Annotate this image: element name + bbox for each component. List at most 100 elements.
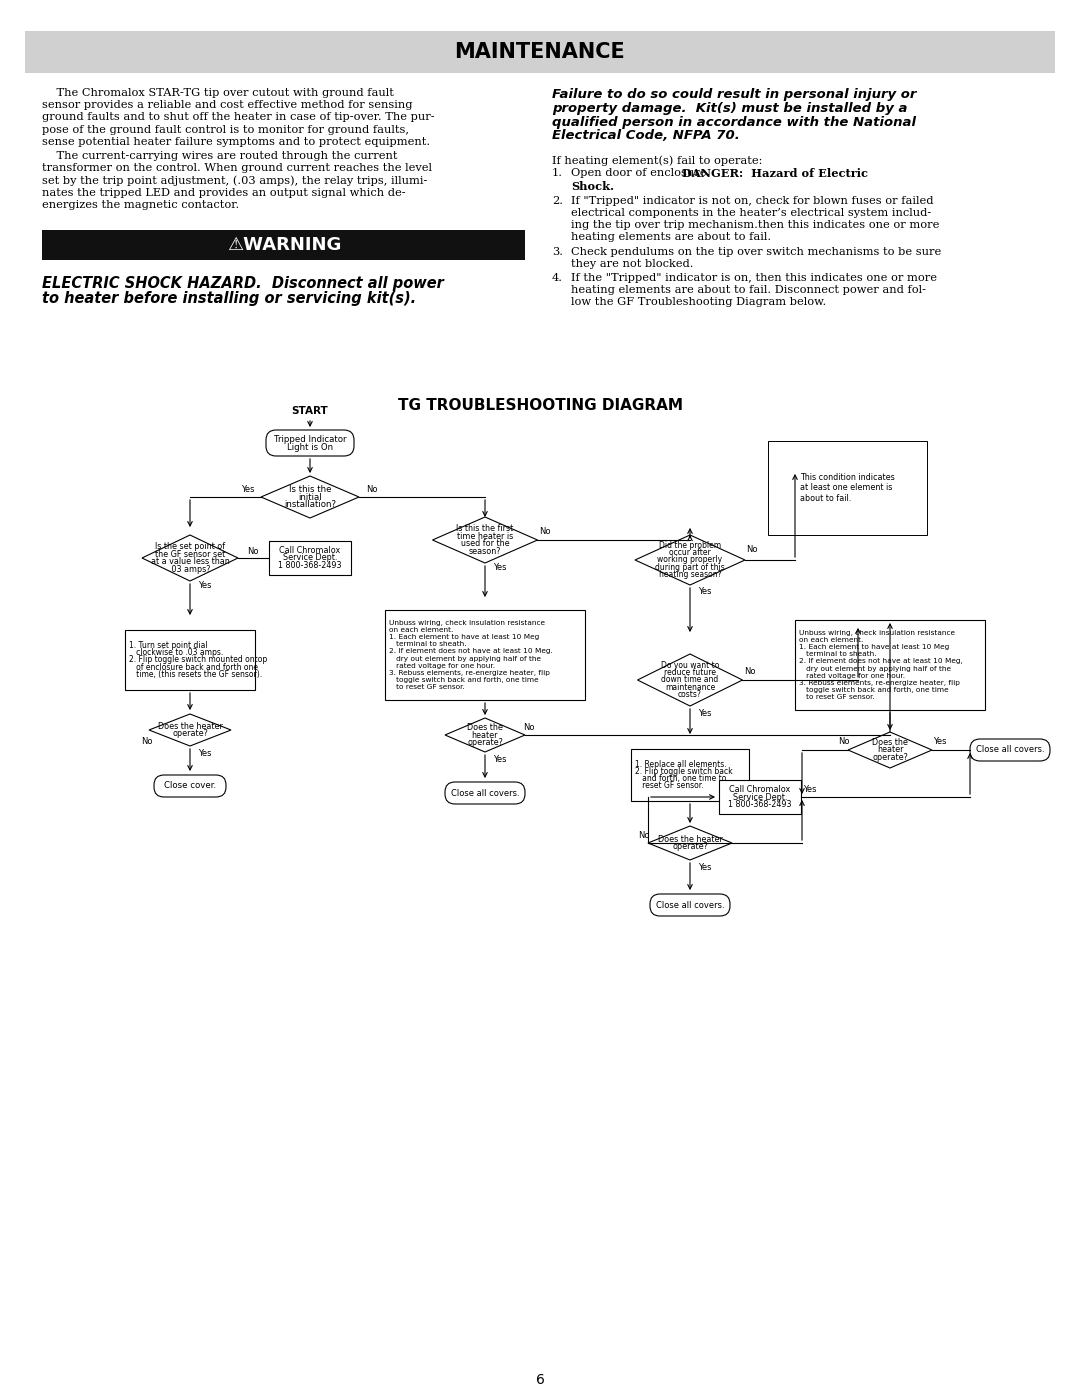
FancyBboxPatch shape <box>266 430 354 455</box>
Text: used for the: used for the <box>461 539 510 548</box>
Text: initial: initial <box>298 493 322 502</box>
FancyBboxPatch shape <box>154 775 226 798</box>
Text: season?: season? <box>469 546 501 556</box>
Text: 4.: 4. <box>552 272 563 284</box>
Text: operate?: operate? <box>172 729 208 738</box>
Text: to heater before installing or servicing kit(s).: to heater before installing or servicing… <box>42 291 416 306</box>
Text: toggle switch back and forth, one time: toggle switch back and forth, one time <box>389 678 539 683</box>
Text: Service Dept.: Service Dept. <box>733 792 787 802</box>
Bar <box>631 749 750 800</box>
Bar <box>269 541 351 576</box>
Text: 1 800-368-2493: 1 800-368-2493 <box>279 562 341 570</box>
Text: occur after: occur after <box>670 549 711 557</box>
Text: qualified person in accordance with the National: qualified person in accordance with the … <box>552 116 916 129</box>
Polygon shape <box>848 732 932 768</box>
Text: 3. Rebuss elements, re-energize heater, flip: 3. Rebuss elements, re-energize heater, … <box>389 669 550 676</box>
Text: Tripped Indicator: Tripped Indicator <box>273 434 347 443</box>
Text: to reset GF sensor.: to reset GF sensor. <box>799 694 875 700</box>
Text: No: No <box>746 545 758 555</box>
Text: ELECTRIC SHOCK HAZARD.  Disconnect all power: ELECTRIC SHOCK HAZARD. Disconnect all po… <box>42 277 444 291</box>
Text: No: No <box>838 738 850 746</box>
Text: Yes: Yes <box>698 588 712 597</box>
Text: at a value less than: at a value less than <box>150 557 229 566</box>
Text: Unbuss wiring, check insulation resistance: Unbuss wiring, check insulation resistan… <box>799 630 955 636</box>
Text: 6: 6 <box>536 1373 544 1387</box>
Text: terminal to sheath.: terminal to sheath. <box>389 641 467 647</box>
Text: Service Dept.: Service Dept. <box>283 553 337 563</box>
Text: they are not blocked.: they are not blocked. <box>571 258 693 268</box>
Text: working properly: working properly <box>658 556 723 564</box>
Text: electrical components in the heater’s electrical system includ-: electrical components in the heater’s el… <box>571 208 931 218</box>
Bar <box>795 620 985 710</box>
Text: 2. Flip toggle switch back: 2. Flip toggle switch back <box>635 767 732 775</box>
Text: Is this the first: Is this the first <box>457 524 514 534</box>
Text: Yes: Yes <box>933 738 947 746</box>
Text: maintenance: maintenance <box>665 683 715 692</box>
Text: If heating element(s) fail to operate:: If heating element(s) fail to operate: <box>552 155 762 166</box>
Text: 2. If element does not have at least 10 Meg.: 2. If element does not have at least 10 … <box>389 648 553 654</box>
Text: sense potential heater failure symptoms and to protect equipment.: sense potential heater failure symptoms … <box>42 137 430 147</box>
Text: Check pendulums on the tip over switch mechanisms to be sure: Check pendulums on the tip over switch m… <box>571 247 942 257</box>
Text: Is this the: Is this the <box>288 485 332 493</box>
Text: The current-carrying wires are routed through the current: The current-carrying wires are routed th… <box>42 151 397 161</box>
Text: Yes: Yes <box>241 485 255 493</box>
Text: Does the heater: Does the heater <box>658 835 723 844</box>
Text: energizes the magnetic contactor.: energizes the magnetic contactor. <box>42 200 240 210</box>
Text: Does the heater: Does the heater <box>158 722 222 731</box>
Text: Yes: Yes <box>804 785 816 793</box>
Text: No: No <box>523 722 535 732</box>
Text: Open door of enclosure.: Open door of enclosure. <box>571 169 717 179</box>
Text: Call Chromalox: Call Chromalox <box>280 546 340 555</box>
Text: nates the tripped LED and provides an output signal which de-: nates the tripped LED and provides an ou… <box>42 187 406 197</box>
Text: 2. If element does not have at least 10 Meg,: 2. If element does not have at least 10 … <box>799 658 962 665</box>
Text: of enclosure back and forth one: of enclosure back and forth one <box>129 662 258 672</box>
Text: Call Chromalox: Call Chromalox <box>729 785 791 793</box>
Text: operate?: operate? <box>672 842 707 851</box>
Text: This condition indicates
at least one element is
about to fail.: This condition indicates at least one el… <box>800 474 894 503</box>
Text: START: START <box>292 407 328 416</box>
Text: ing the tip over trip mechanism.then this indicates one or more: ing the tip over trip mechanism.then thi… <box>571 221 940 231</box>
Text: Unbuss wiring, check insulation resistance: Unbuss wiring, check insulation resistan… <box>389 620 545 626</box>
Text: ⚠WARNING: ⚠WARNING <box>227 236 341 254</box>
Text: Yes: Yes <box>198 750 212 759</box>
Bar <box>42 231 525 260</box>
Text: on each element.: on each element. <box>389 627 454 633</box>
Text: toggle switch back and forth, one time: toggle switch back and forth, one time <box>799 687 948 693</box>
Text: Yes: Yes <box>492 754 507 764</box>
Text: No: No <box>141 738 152 746</box>
Text: TG TROUBLESHOOTING DIAGRAM: TG TROUBLESHOOTING DIAGRAM <box>397 398 683 414</box>
Text: low the GF Troubleshooting Diagram below.: low the GF Troubleshooting Diagram below… <box>571 298 826 307</box>
Text: heating season?: heating season? <box>659 570 721 578</box>
Text: No: No <box>366 485 378 493</box>
Text: pose of the ground fault control is to monitor for ground faults,: pose of the ground fault control is to m… <box>42 124 409 134</box>
Text: operate?: operate? <box>872 753 908 761</box>
Polygon shape <box>648 826 732 861</box>
Text: terminal to sheath.: terminal to sheath. <box>799 651 877 658</box>
Text: Close all covers.: Close all covers. <box>656 901 725 909</box>
Text: If "Tripped" indicator is not on, check for blown fuses or failed: If "Tripped" indicator is not on, check … <box>571 196 933 205</box>
Text: 2. Flip toggle switch mounted ontop: 2. Flip toggle switch mounted ontop <box>129 655 267 665</box>
Bar <box>719 780 801 814</box>
FancyBboxPatch shape <box>445 782 525 805</box>
Text: heating elements are about to fail.: heating elements are about to fail. <box>571 232 771 243</box>
Text: sensor provides a reliable and cost effective method for sensing: sensor provides a reliable and cost effe… <box>42 101 413 110</box>
Polygon shape <box>149 714 231 746</box>
Bar <box>384 610 585 700</box>
Text: Yes: Yes <box>698 863 712 873</box>
Text: on each element.: on each element. <box>799 637 863 643</box>
Text: Yes: Yes <box>698 710 712 718</box>
Text: Light is On: Light is On <box>287 443 333 451</box>
Text: 1. Each element to have at least 10 Meg: 1. Each element to have at least 10 Meg <box>799 644 949 650</box>
Text: heater: heater <box>472 731 498 739</box>
Text: 1. Replace all elements.: 1. Replace all elements. <box>635 760 727 768</box>
Bar <box>25 31 1055 73</box>
Text: during part of this: during part of this <box>656 563 725 571</box>
Text: No: No <box>539 528 551 536</box>
Text: heater: heater <box>877 746 903 754</box>
Text: Does the: Does the <box>872 738 908 747</box>
Text: No: No <box>638 830 650 840</box>
Text: down time and: down time and <box>661 676 718 685</box>
Text: Close all covers.: Close all covers. <box>450 788 519 798</box>
Text: property damage.  Kit(s) must be installed by a: property damage. Kit(s) must be installe… <box>552 102 907 115</box>
Text: 3.: 3. <box>552 247 563 257</box>
